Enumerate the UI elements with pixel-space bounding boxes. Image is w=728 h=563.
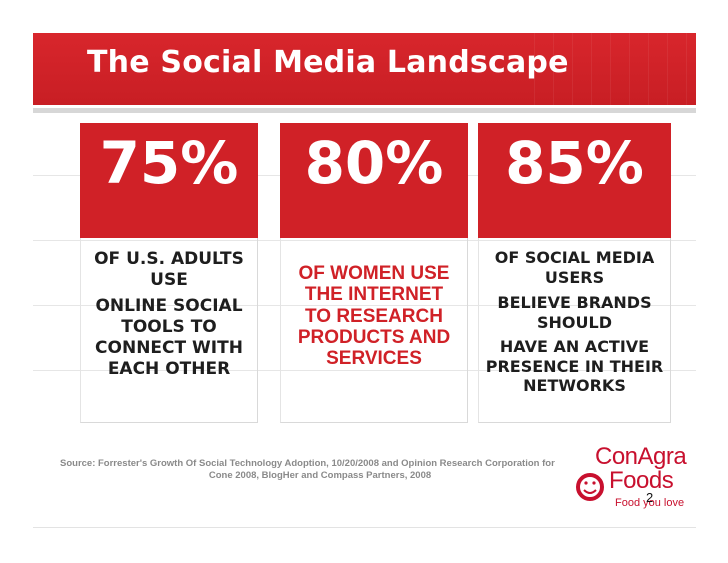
card-frame — [80, 123, 258, 423]
stat-card-2: 80% OF WOMEN USE THE INTERNET TO RESEARC… — [280, 123, 468, 423]
title-bar: The Social Media Landscape — [33, 33, 696, 105]
card-frame — [478, 123, 671, 423]
stat-line: EACH OTHER — [107, 358, 231, 379]
logo-word-foods: Foods — [609, 467, 674, 494]
stat-line: TO RESEARCH — [305, 305, 443, 327]
stat-line: PRESENCE IN THEIR — [485, 356, 664, 376]
stat-card-3: 85% OF SOCIAL MEDIA USERS BELIEVE BRANDS… — [478, 123, 671, 423]
stat-line: SERVICES — [326, 348, 422, 370]
stat-line: THE INTERNET — [304, 284, 444, 306]
source-line-1: Source: Forrester's Growth Of Social Tec… — [60, 458, 555, 469]
conagra-foods-logo: ConAgra Foods Food you love — [575, 443, 687, 517]
stat-box: 75% — [80, 123, 258, 238]
logo-tagline: Food you love — [615, 497, 685, 509]
stat-line: TOOLS TO — [121, 317, 217, 338]
stat-line: CONNECT WITH — [95, 337, 243, 358]
bottom-rule — [33, 527, 696, 528]
stat-card-1: 75% OF U.S. ADULTS USE ONLINE SOCIAL TOO… — [80, 123, 258, 423]
stat-description: OF U.S. ADULTS USE ONLINE SOCIAL TOOLS T… — [80, 249, 258, 379]
card-frame — [280, 123, 468, 423]
stat-line: NETWORKS — [523, 376, 626, 396]
stat-line: ONLINE SOCIAL — [95, 296, 243, 317]
source-line-2: Cone 2008, BlogHer and Compass Partners,… — [208, 469, 432, 481]
stat-description: OF SOCIAL MEDIA USERS BELIEVE BRANDS SHO… — [478, 248, 671, 396]
slide-title: The Social Media Landscape — [87, 45, 569, 80]
title-underline — [33, 108, 696, 113]
stat-line: OF WOMEN USE — [298, 263, 450, 284]
stat-line: PRODUCTS AND — [297, 326, 451, 348]
page-number: 2 — [646, 490, 654, 505]
title-bar-texture — [516, 33, 696, 105]
stat-line: USE — [150, 269, 188, 290]
stat-line: SHOULD — [537, 312, 612, 332]
grid-line — [33, 370, 696, 371]
grid-line — [33, 240, 696, 241]
stat-box: 80% — [280, 123, 468, 238]
stat-description: OF WOMEN USE THE INTERNET TO RESEARCH PR… — [280, 263, 468, 369]
source-citation: Source: Forrester's Growth Of Social Tec… — [60, 458, 580, 482]
logo-word-conagra: ConAgra — [595, 443, 687, 470]
stat-percent: 80% — [304, 129, 444, 197]
stat-percent: 85% — [505, 129, 644, 197]
stat-percent: 75% — [99, 129, 239, 197]
stat-line: USERS — [544, 267, 605, 287]
stat-box: 85% — [478, 123, 671, 238]
stat-line: OF SOCIAL MEDIA — [494, 248, 655, 267]
grid-line — [33, 305, 696, 306]
stat-line: OF U.S. ADULTS — [94, 249, 244, 269]
stat-line: HAVE AN ACTIVE — [499, 337, 650, 357]
stat-line: BELIEVE BRANDS — [497, 293, 652, 313]
smiley-logo-icon — [576, 473, 604, 501]
